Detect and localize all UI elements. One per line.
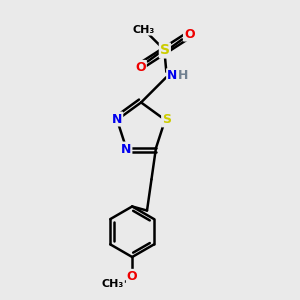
Text: S: S <box>160 44 170 57</box>
Text: S: S <box>162 113 171 126</box>
Text: O: O <box>184 28 194 40</box>
Text: H: H <box>178 69 188 82</box>
Text: N: N <box>112 112 122 125</box>
Text: CH₃: CH₃ <box>133 25 155 34</box>
Text: O: O <box>127 270 137 283</box>
Text: N: N <box>167 69 178 82</box>
Text: CH₃: CH₃ <box>102 279 124 289</box>
Text: O: O <box>135 61 146 74</box>
Text: N: N <box>121 142 131 155</box>
